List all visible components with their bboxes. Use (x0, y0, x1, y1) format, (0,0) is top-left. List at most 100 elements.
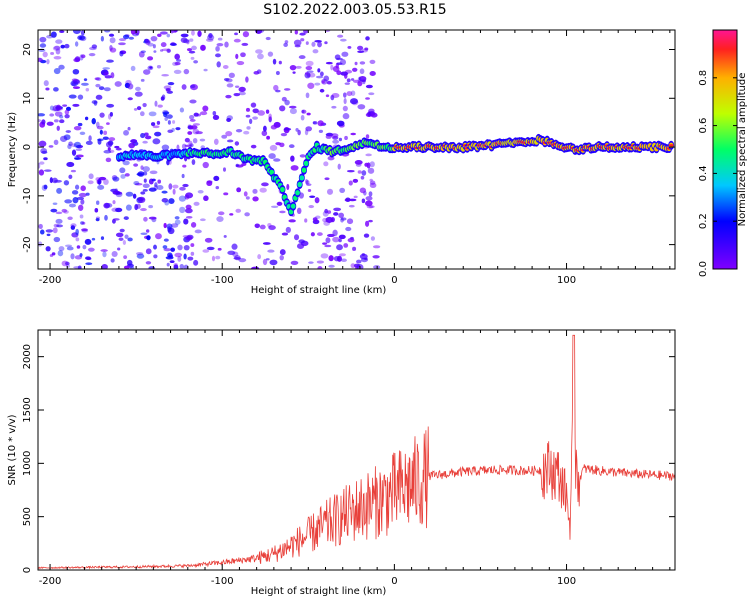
heatmap-cell (300, 114, 305, 121)
heatmap-cell (203, 68, 208, 72)
heatmap-cell (346, 91, 353, 97)
heatmap-cell (225, 131, 233, 137)
heatmap-cell (80, 185, 86, 192)
heatmap-cell (331, 93, 340, 98)
heatmap-cell (185, 192, 194, 199)
heatmap-cell (59, 114, 64, 119)
heatmap-cell (223, 192, 229, 196)
heatmap-cell (168, 254, 174, 258)
heatmap-cell (353, 195, 358, 199)
heatmap-cell (110, 72, 115, 79)
heatmap-cell (77, 204, 84, 211)
heatmap-cell (148, 187, 157, 192)
heatmap-cell (181, 143, 187, 150)
heatmap-cell (253, 71, 260, 75)
heatmap-cell (317, 41, 322, 48)
heatmap-cell (54, 111, 63, 117)
heatmap-cell (104, 214, 108, 221)
heatmap-cell (140, 165, 144, 170)
heatmap-cell (46, 34, 53, 39)
heatmap-cell (246, 126, 251, 130)
heatmap-cell (46, 58, 50, 65)
heatmap-cell (149, 170, 158, 175)
heatmap-cell (55, 48, 61, 55)
heatmap-cell (103, 130, 108, 135)
heatmap-cell (125, 191, 134, 197)
heatmap-cell (245, 114, 251, 118)
heatmap-cell (135, 86, 141, 91)
heatmap-cell (222, 65, 229, 70)
heatmap-cell (152, 138, 161, 145)
heatmap-cell (52, 105, 61, 112)
heatmap-cell (226, 117, 232, 122)
heatmap-cell (352, 178, 359, 183)
heatmap-cell (95, 177, 101, 182)
heatmap-cell (119, 50, 124, 57)
heatmap-cell (340, 71, 349, 76)
heatmap-cell (181, 173, 185, 179)
heatmap-cell (326, 233, 335, 238)
heatmap-cell (87, 180, 94, 185)
heatmap-cell (261, 130, 268, 137)
heatmap-cell (347, 45, 352, 49)
heatmap-cell (64, 43, 70, 49)
heatmap-cell (38, 223, 43, 230)
snr-y-tick-label: 1500 (22, 397, 33, 422)
heatmap-cell (369, 71, 376, 77)
heatmap-cell (130, 30, 136, 35)
heatmap-cell (202, 161, 209, 169)
heatmap-cell (147, 56, 154, 61)
heatmap-cell (212, 111, 217, 116)
heatmap-cell (325, 237, 331, 244)
snr-y-tick-label: 1000 (22, 451, 33, 476)
heatmap-cell (48, 145, 54, 148)
heatmap-cell (199, 111, 208, 116)
heatmap-cell (367, 167, 375, 174)
heatmap-cell (190, 56, 195, 60)
heatmap-cell (161, 144, 170, 150)
heatmap-cell (322, 242, 328, 245)
heatmap-cell (136, 253, 145, 259)
snr-series (38, 334, 675, 570)
heatmap-cell (173, 69, 182, 74)
heatmap-cell (173, 262, 179, 268)
heatmap-cell (123, 255, 128, 260)
heatmap-cell (61, 208, 68, 213)
heatmap-cell (81, 221, 86, 225)
heatmap-cell (305, 126, 313, 132)
heatmap-cell (170, 247, 176, 252)
heatmap-cell (165, 114, 174, 119)
heatmap-cell (317, 265, 323, 269)
heatmap-cell (118, 38, 127, 42)
heatmap-cell (288, 144, 295, 149)
heatmap-cell (361, 170, 367, 176)
heatmap-cell (338, 238, 342, 243)
heatmap-cell (106, 103, 115, 108)
heatmap-cell (72, 30, 81, 35)
heatmap-cell (321, 80, 325, 84)
heatmap-cell (145, 39, 151, 46)
spectrogram-y-axis-label: Frequency (Hz) (7, 112, 18, 188)
heatmap-cell (67, 216, 73, 220)
heatmap-cell (241, 42, 249, 46)
heatmap-cell (323, 220, 330, 226)
heatmap-cell (72, 68, 80, 75)
heatmap-cell (65, 264, 70, 268)
snr-x-tick-label: 100 (557, 576, 576, 587)
heatmap-cell (357, 45, 364, 51)
heatmap-cell (172, 188, 176, 195)
heatmap-cell (308, 261, 314, 264)
heatmap-cell (306, 70, 314, 73)
heatmap-cell (195, 131, 203, 135)
heatmap-cell (104, 30, 111, 33)
heatmap-cell (109, 112, 113, 117)
heatmap-cell (67, 144, 72, 150)
heatmap-cell (335, 57, 343, 61)
heatmap-cell (72, 103, 80, 107)
heatmap-cell (112, 218, 120, 221)
heatmap-cell (368, 205, 375, 209)
heatmap-cell (212, 114, 220, 120)
heatmap-cell (75, 154, 84, 158)
heatmap-cell (204, 237, 213, 243)
heatmap-cell (39, 36, 47, 43)
